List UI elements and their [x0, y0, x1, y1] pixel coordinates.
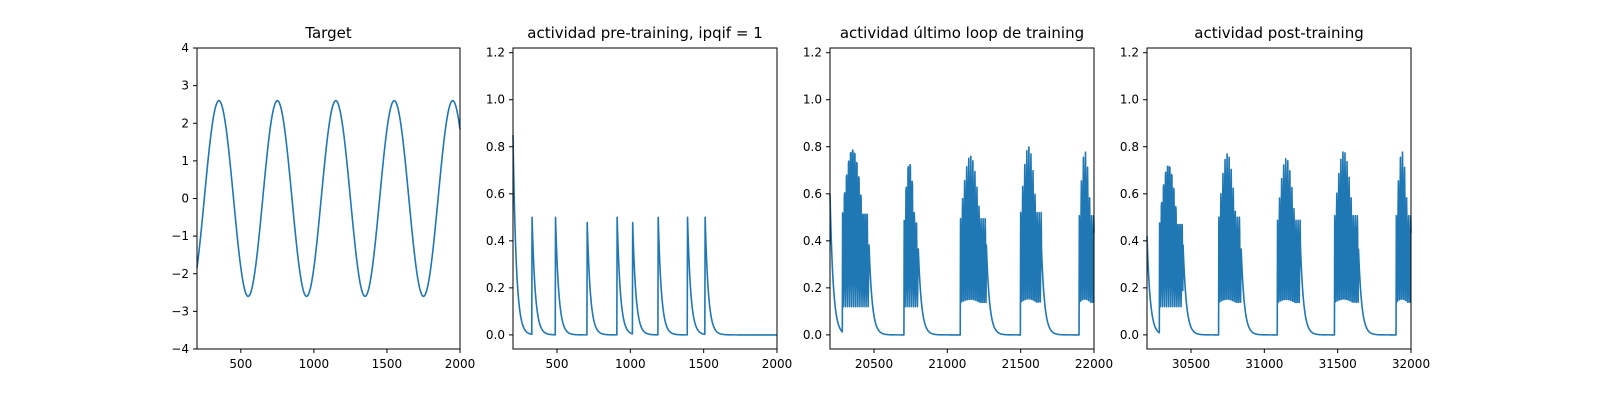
y-tick-label: −2	[171, 267, 189, 281]
y-tick-label: 0.8	[1120, 140, 1139, 154]
x-tick-label: 1500	[372, 357, 403, 371]
y-tick-label: 1.0	[1120, 93, 1139, 107]
y-tick-label: 0.2	[1120, 281, 1139, 295]
y-tick-label: 0.6	[1120, 187, 1139, 201]
data-line	[196, 99, 461, 298]
data-line	[1146, 151, 1412, 336]
x-tick-label: 2000	[445, 357, 476, 371]
subplot-last-training-loop: actividad último loop de training 20500 2…	[803, 24, 1113, 371]
y-tick-label: 1.2	[486, 46, 505, 60]
subplot-title: actividad pre-training, ipqif = 1	[527, 24, 763, 42]
x-tick-label: 20500	[855, 357, 893, 371]
y-tick-label: −4	[171, 342, 189, 356]
y-tick-label: 0.0	[486, 328, 505, 342]
y-tick-label: 0.4	[486, 234, 505, 248]
axes-frame	[196, 47, 461, 350]
x-tick-label: 31000	[1245, 357, 1283, 371]
x-tick-label: 500	[546, 357, 569, 371]
data-line	[829, 146, 1095, 336]
y-tick-label: 0.8	[803, 140, 822, 154]
y-tick-label: 0	[181, 192, 189, 206]
x-tick-label: 500	[229, 357, 252, 371]
x-tick-label: 32000	[1392, 357, 1430, 371]
y-tick-label: 1.2	[1120, 46, 1139, 60]
y-tick-label: 1.0	[803, 93, 822, 107]
x-tick-label: 2000	[762, 357, 793, 371]
x-tick-label: 1000	[299, 357, 330, 371]
y-tick-label: 0.4	[1120, 234, 1139, 248]
y-tick-label: 2	[181, 116, 189, 130]
y-tick-label: 0.8	[486, 140, 505, 154]
y-tick-label: 0.4	[803, 234, 822, 248]
y-tick-label: 1.2	[803, 46, 822, 60]
subplot-target: Target 500 1000 1500 2000 −4 −3 −2 −1 0 1 2 3 4	[171, 24, 475, 371]
data-line	[512, 134, 778, 336]
y-tick-label: 0.0	[1120, 328, 1139, 342]
y-tick-label: 1	[181, 154, 189, 168]
x-tick-label: 1500	[688, 357, 719, 371]
subplot-pre-training: actividad pre-training, ipqif = 1 500 100…	[486, 24, 792, 371]
x-tick-label: 21500	[1002, 357, 1040, 371]
axes-frame	[829, 47, 1095, 350]
y-tick-label: 4	[181, 41, 189, 55]
axes-frame	[1146, 47, 1412, 350]
y-tick-label: 0.2	[486, 281, 505, 295]
x-tick-label: 22000	[1075, 357, 1113, 371]
x-tick-label: 31500	[1319, 357, 1357, 371]
x-tick-label: 21000	[928, 357, 966, 371]
x-tick-label: 1000	[615, 357, 646, 371]
x-tick-label: 30500	[1172, 357, 1210, 371]
y-tick-label: 0.0	[803, 328, 822, 342]
y-tick-label: 0.6	[486, 187, 505, 201]
y-tick-label: 3	[181, 79, 189, 93]
y-tick-label: −1	[171, 229, 189, 243]
y-tick-label: 0.6	[803, 187, 822, 201]
subplot-post-training: actividad post-training 30500 31000 31500 3…	[1120, 24, 1430, 371]
y-tick-label: −3	[171, 304, 189, 318]
subplot-title: actividad último loop de training	[840, 24, 1084, 42]
y-tick-label: 1.0	[486, 93, 505, 107]
y-tick-label: 0.2	[803, 281, 822, 295]
subplot-title: actividad post-training	[1194, 24, 1363, 42]
subplot-title: Target	[304, 24, 352, 42]
axes-frame	[512, 47, 778, 350]
